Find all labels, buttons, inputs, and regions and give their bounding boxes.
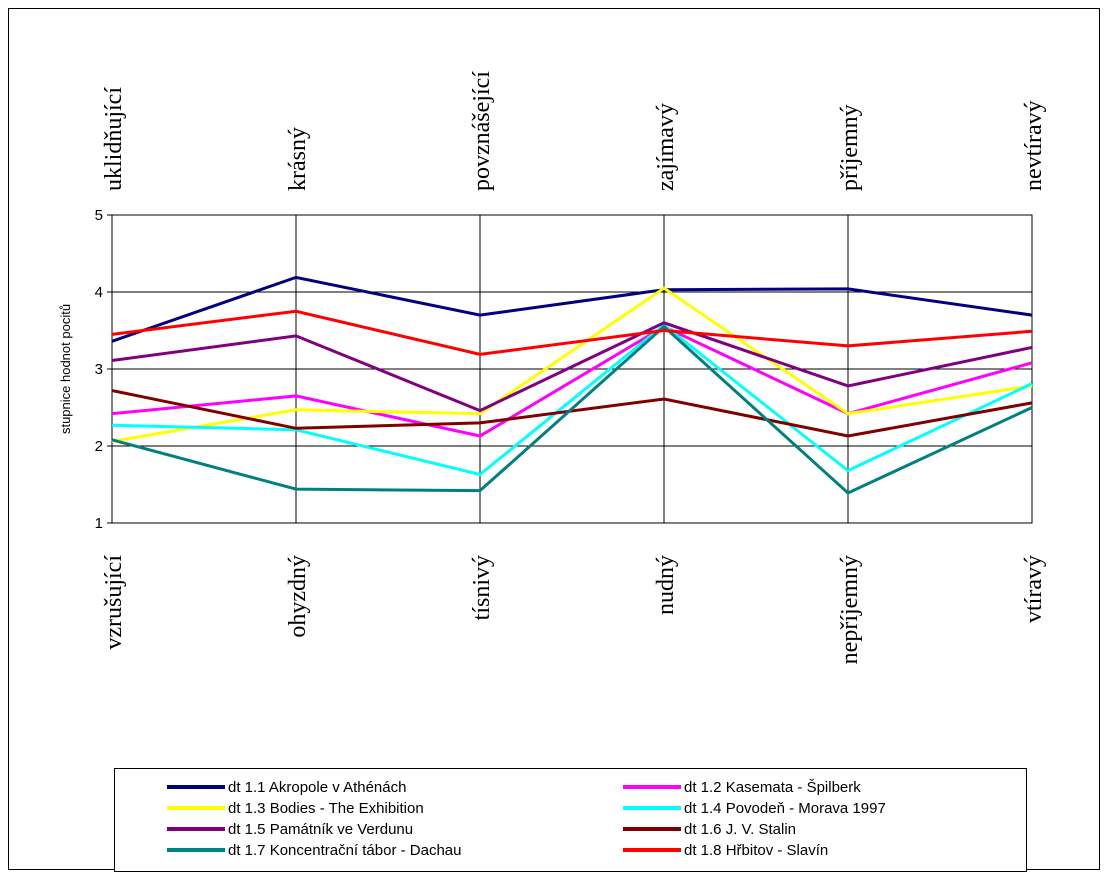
legend-item: dt 1.5 Památník ve Verdunu [167,819,413,839]
top-pole-label: příjemný [837,104,863,191]
top-pole-label: nevtíravý [1021,100,1047,191]
legend-swatch [623,806,681,810]
bottom-pole-label: vzrušující [101,555,127,650]
legend-swatch [167,785,225,789]
legend-swatch [167,827,225,831]
series-line-2 [111,324,1033,438]
text-layer: 1 2 3 4 5 stupnice hodnot pocitů uklidňující kr… [58,71,1047,665]
legend-label: dt 1.2 Kasemata - Špilberk [684,778,861,796]
legend-item: dt 1.4 Povodeň - Morava 1997 [623,798,886,818]
legend-label: dt 1.1 Akropole v Athénách [228,778,407,796]
legend-label: dt 1.4 Povodeň - Morava 1997 [684,799,886,817]
series-line-5 [111,321,1033,413]
series-line-8 [111,309,1033,356]
legend-swatch [167,848,225,852]
series-line-3 [111,286,1033,443]
top-pole-label: povznášející [469,71,495,191]
bottom-pole-label: tísnivý [469,555,495,620]
series-line-6 [111,389,1033,438]
y-tick-label: 3 [95,361,103,378]
top-pole-label: krásný [285,127,311,191]
legend-item: dt 1.6 J. V. Stalin [623,819,796,839]
bottom-pole-label: nudný [653,555,679,615]
legend-item: dt 1.1 Akropole v Athénách [167,777,406,797]
legend-label: dt 1.8 Hřbitov - Slavín [684,841,829,859]
bottom-pole-label: ohyzdný [285,555,311,638]
top-pole-label: uklidňující [101,87,127,191]
legend-label: dt 1.3 Bodies - The Exhibition [228,799,424,817]
series-line-7 [111,324,1033,495]
legend-item: dt 1.2 Kasemata - Špilberk [623,777,861,797]
y-tick-label: 4 [95,284,103,301]
legend-item: dt 1.7 Koncentrační tábor - Dachau [167,840,461,860]
legend-swatch [167,806,225,810]
legend-swatch [623,848,681,852]
top-pole-label: zajímavý [653,103,679,191]
bottom-pole-label: vtíravý [1021,555,1047,623]
series-line-4 [111,323,1033,477]
legend: dt 1.1 Akropole v Athénách dt 1.2 Kasemat… [114,768,1027,872]
legend-label: dt 1.6 J. V. Stalin [684,820,797,838]
legend-item: dt 1.3 Bodies - The Exhibition [167,798,424,818]
legend-label: dt 1.5 Památník ve Verdunu [228,820,414,838]
bottom-pole-label: nepříjemný [837,555,863,664]
y-tick-label: 1 [95,515,103,532]
legend-label: dt 1.7 Koncentrační tábor - Dachau [228,841,462,859]
legend-swatch [623,785,681,789]
legend-item: dt 1.8 Hřbitov - Slavín [623,840,828,860]
series-line-1 [111,275,1033,343]
y-tick-label: 5 [95,207,103,224]
series-layer [111,275,1033,495]
legend-swatch [623,827,681,831]
y-axis-title: stupnice hodnot pocitů [58,304,73,434]
y-tick-label: 2 [95,438,103,455]
